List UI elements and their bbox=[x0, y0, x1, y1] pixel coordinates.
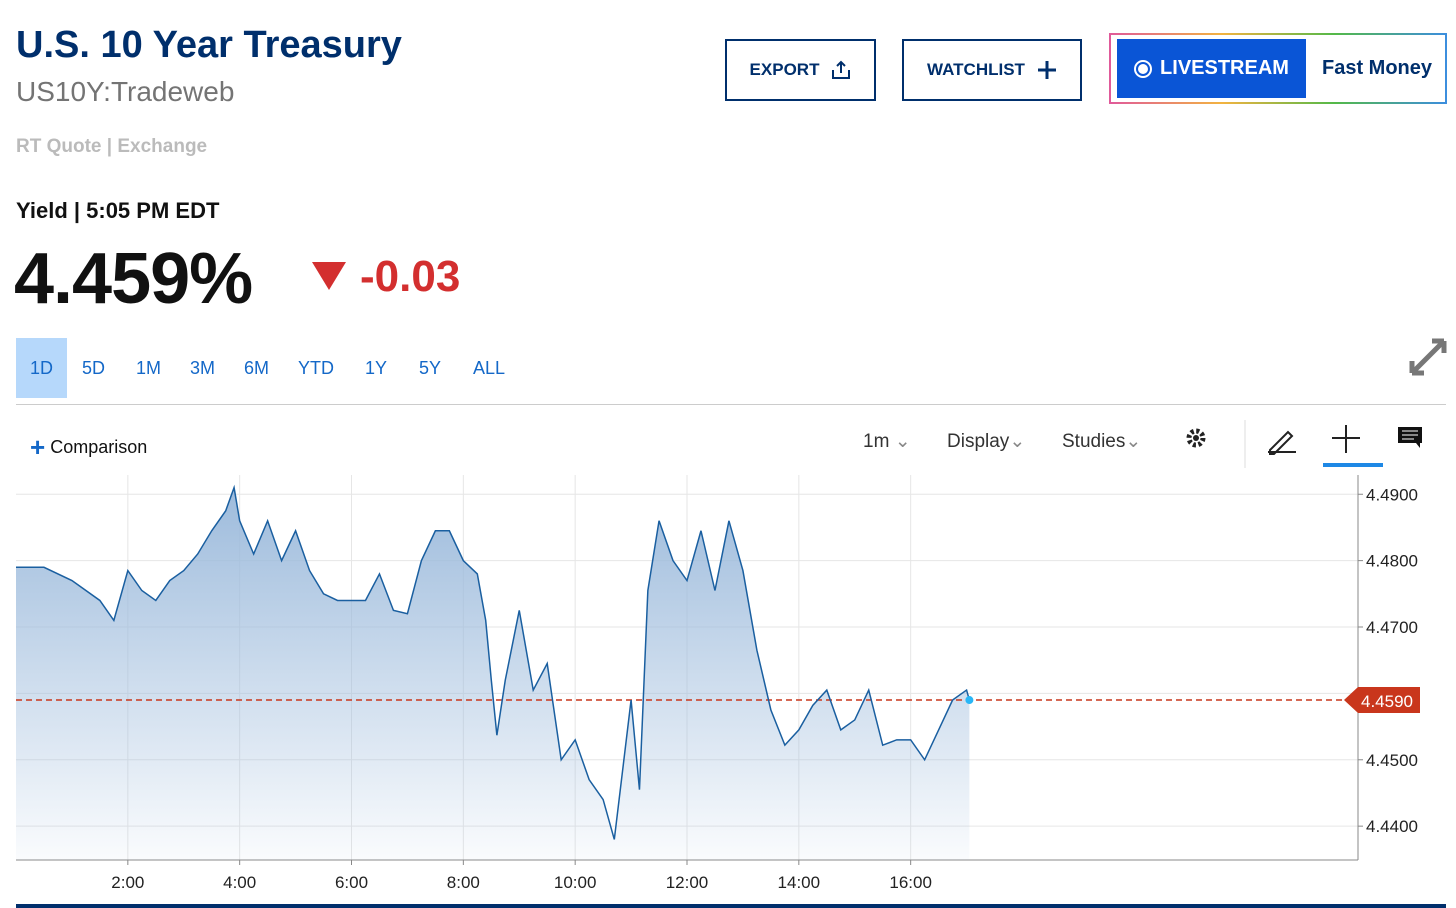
y-tick-label: 4.4800 bbox=[1366, 552, 1418, 571]
y-tick-label: 4.4500 bbox=[1366, 751, 1418, 770]
range-tab[interactable]: 1D bbox=[16, 338, 67, 398]
y-tick-label: 4.4700 bbox=[1366, 618, 1418, 637]
change: -0.03 bbox=[360, 252, 461, 301]
show-name: Fast Money bbox=[1322, 57, 1433, 79]
studies-label: Studies bbox=[1062, 431, 1126, 452]
toolbar-icons bbox=[1186, 420, 1422, 468]
icon bbox=[1037, 61, 1056, 79]
x-tick-label: 6:00 bbox=[335, 873, 368, 892]
range-tab[interactable]: ALL bbox=[473, 358, 506, 378]
value-tag-label: 4.4590 bbox=[1361, 692, 1413, 711]
range-tab[interactable]: 1Y bbox=[365, 358, 388, 378]
x-tick-label: 14:00 bbox=[778, 873, 821, 892]
display-menu[interactable]: Display⌄ bbox=[947, 431, 1026, 452]
livestream-box[interactable]: LIVESTREAM Fast Money bbox=[1109, 33, 1447, 104]
range-tab[interactable]: 6M bbox=[244, 358, 270, 378]
yield-time: Yield | 5:05 PM EDT bbox=[16, 198, 220, 223]
y-tick-label: 4.4900 bbox=[1366, 485, 1418, 504]
title: U.S. 10 Year Treasury bbox=[16, 24, 402, 66]
export-button[interactable]: EXPORT bbox=[725, 39, 876, 101]
last-point bbox=[965, 696, 974, 705]
comparison-button[interactable]: + Comparison bbox=[30, 432, 148, 462]
x-tick-label: 4:00 bbox=[223, 873, 256, 892]
symbol: US10Y:Tradeweb bbox=[16, 76, 235, 107]
watchlist-label: WATCHLIST bbox=[927, 60, 1025, 79]
x-tick-label: 2:00 bbox=[111, 873, 144, 892]
display-label: Display bbox=[947, 431, 1010, 452]
x-tick-label: 10:00 bbox=[554, 873, 597, 892]
price: 4.459% bbox=[14, 239, 253, 319]
livestream-label: LIVESTREAM bbox=[1160, 57, 1289, 79]
x-tick-label: 12:00 bbox=[666, 873, 709, 892]
range-tab[interactable]: 5D bbox=[82, 358, 106, 378]
y-tick-label: 4.4400 bbox=[1366, 817, 1418, 836]
interval-menu[interactable]: 1m ⌄ bbox=[863, 431, 911, 452]
divider bbox=[16, 404, 1446, 405]
livestream-button[interactable]: LIVESTREAM bbox=[1117, 39, 1306, 98]
bottom-rule bbox=[16, 904, 1446, 908]
range-tab[interactable]: 5Y bbox=[419, 358, 442, 378]
interval-label: 1m bbox=[863, 431, 890, 452]
icon bbox=[832, 60, 851, 79]
quote-source: RT Quote | Exchange bbox=[16, 136, 208, 157]
comparison-label: Comparison bbox=[50, 437, 148, 457]
x-tick-label: 8:00 bbox=[447, 873, 480, 892]
line bbox=[16, 484, 971, 840]
range-tab[interactable]: 3M bbox=[190, 358, 216, 378]
area-fill bbox=[16, 487, 970, 860]
export-label: EXPORT bbox=[749, 60, 820, 79]
watchlist-button[interactable]: WATCHLIST bbox=[902, 39, 1082, 101]
down-arrow bbox=[312, 262, 346, 290]
range-tab[interactable]: 1M bbox=[136, 358, 162, 378]
icon bbox=[1134, 59, 1153, 78]
expand-icon[interactable] bbox=[1408, 337, 1448, 377]
x-tick-label: 16:00 bbox=[889, 873, 932, 892]
range-tab[interactable]: YTD bbox=[298, 358, 334, 378]
studies-menu[interactable]: Studies⌄ bbox=[1062, 431, 1142, 452]
value-tag bbox=[1344, 687, 1420, 714]
